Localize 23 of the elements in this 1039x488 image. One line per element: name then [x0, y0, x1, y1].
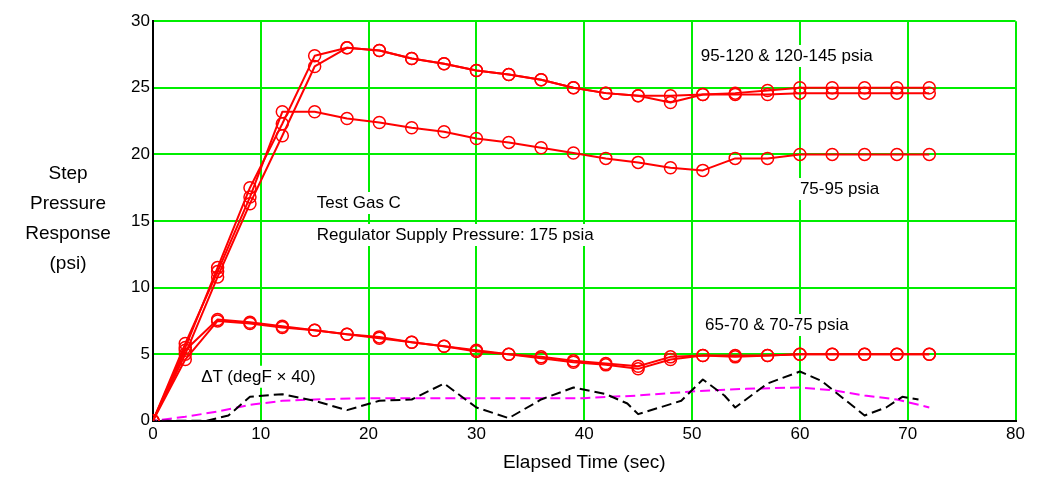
x-axis-title: Elapsed Time (sec) — [502, 450, 666, 472]
annotation: Regulator Supply Pressure: 175 psia — [316, 224, 595, 244]
x-tick-label: 10 — [251, 423, 271, 443]
annotation: 65-70 & 70-75 psia — [705, 314, 850, 334]
x-tick-label: 20 — [359, 423, 379, 443]
x-tick-label: 30 — [466, 423, 486, 443]
y-tick-label: 25 — [130, 77, 150, 97]
y-axis-title: Step Pressure Response (psi) — [24, 161, 112, 275]
y-tick-label: 30 — [130, 10, 150, 30]
y-tick-label: 5 — [140, 343, 150, 363]
annotation: Test Gas C — [316, 192, 401, 212]
y-tick-label: 20 — [130, 144, 150, 164]
x-tick-label: 50 — [682, 423, 702, 443]
y-tick-label: 10 — [130, 277, 150, 297]
annotation: ΔT (degF × 40) — [201, 366, 316, 386]
annotation: 95-120 & 120-145 psia — [700, 45, 874, 65]
y-tick-label: 15 — [130, 210, 150, 230]
x-tick-label: 70 — [898, 423, 918, 443]
x-tick-label: 60 — [790, 423, 810, 443]
x-tick-label: 40 — [574, 423, 594, 443]
y-tick-label: 0 — [140, 410, 150, 430]
x-tick-label: 80 — [1006, 423, 1026, 443]
annotation: 75-95 psia — [799, 178, 880, 198]
